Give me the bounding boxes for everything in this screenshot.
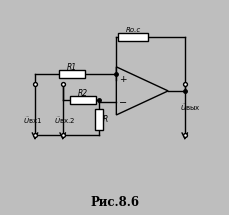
Bar <box>118 33 148 41</box>
Bar <box>95 109 103 130</box>
Text: −: − <box>119 98 127 108</box>
Text: +: + <box>119 75 127 84</box>
Text: R: R <box>103 115 109 124</box>
Text: R2: R2 <box>78 89 88 98</box>
Bar <box>70 96 96 104</box>
Text: $\widetilde{U}$вх.2: $\widetilde{U}$вх.2 <box>54 116 75 126</box>
Text: $\widetilde{U}$вых: $\widetilde{U}$вых <box>180 103 201 113</box>
Bar <box>59 70 85 78</box>
Text: R1: R1 <box>67 63 77 72</box>
Text: $\widetilde{U}$вх1: $\widetilde{U}$вх1 <box>23 116 42 126</box>
Text: Rо.с: Rо.с <box>125 27 141 33</box>
Text: Рис.8.6: Рис.8.6 <box>90 196 139 209</box>
